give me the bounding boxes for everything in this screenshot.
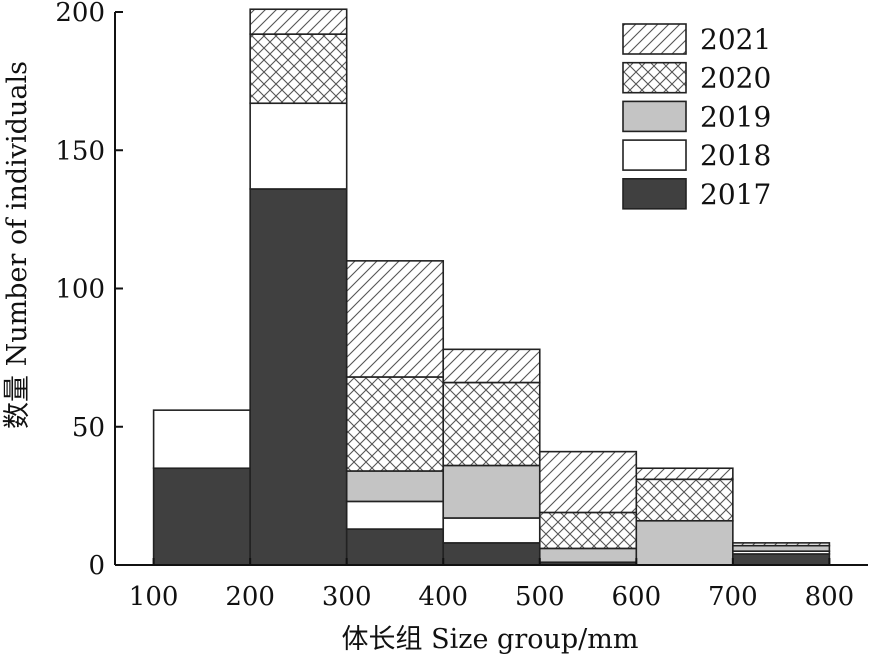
- legend-swatch-2020: [622, 61, 687, 94]
- y-tick-label: 100: [55, 275, 105, 305]
- x-axis-title: 体长组 Size group/mm: [342, 624, 639, 655]
- legend-label-2017: 2017: [700, 178, 771, 211]
- bar-segment-2017-400-500: [442, 542, 541, 566]
- legend-swatch-2017: [622, 178, 687, 210]
- legend: 2021 2020 2019 2018 2017: [622, 23, 771, 211]
- bar-segment-2020-200-300: [249, 33, 348, 105]
- y-axis-title: 数量 Number of individuals: [2, 61, 33, 429]
- bar-segment-2019-300-400: [345, 470, 445, 503]
- bars-layer: [152, 8, 831, 566]
- x-tick-label: 300: [322, 582, 372, 612]
- bar-segment-2021-300-400: [345, 260, 445, 378]
- bar-segment-2017-700-800: [732, 553, 831, 566]
- bar-segment-2020-300-400: [345, 376, 445, 472]
- axes-layer: 0 50 100 150 200 100 200 300 400 500 600 700 800: [55, 0, 868, 612]
- y-tick-label: 0: [88, 551, 105, 581]
- bar-segment-2019-700-800: [732, 544, 831, 552]
- bar-segment-2018-100-200: [152, 409, 251, 470]
- y-tick-label: 200: [55, 0, 105, 28]
- bar-segment-2019-600-700: [635, 519, 734, 566]
- bar-segment-2021-500-600: [538, 450, 638, 514]
- bar-segment-2020-500-600: [538, 511, 638, 550]
- legend-label-2018: 2018: [700, 139, 771, 172]
- legend-label-2020: 2020: [700, 62, 771, 95]
- bar-segment-2018-200-300: [249, 102, 348, 190]
- legend-label-2019: 2019: [700, 100, 771, 133]
- bar-segment-2021-700-800: [732, 542, 831, 547]
- legend-label-2021: 2021: [700, 23, 771, 56]
- bar-segment-2017-100-200: [152, 467, 251, 566]
- bar-segment-2021-400-500: [442, 348, 541, 384]
- x-tick-label: 800: [805, 582, 855, 612]
- legend-swatch-2018: [622, 139, 687, 171]
- x-tick-label: 600: [611, 582, 661, 612]
- x-tick-label: 100: [129, 582, 179, 612]
- legend-swatch-2021: [622, 23, 687, 55]
- bar-segment-2017-300-400: [345, 528, 445, 566]
- bar-segment-2021-200-300: [249, 8, 348, 35]
- bar-segment-2019-500-600: [538, 547, 638, 564]
- x-tick-label: 500: [515, 582, 565, 612]
- bar-segment-2021-600-700: [635, 467, 734, 481]
- y-tick-label: 50: [72, 413, 105, 443]
- bar-segment-2020-600-700: [635, 478, 734, 522]
- x-tick-label: 200: [225, 582, 275, 612]
- legend-swatch-2019: [622, 100, 687, 133]
- bar-segment-2020-400-500: [442, 381, 541, 467]
- x-tick-label: 400: [418, 582, 468, 612]
- x-tick-label: 700: [708, 582, 758, 612]
- bar-segment-2017-200-300: [249, 188, 348, 566]
- bar-segment-2019-400-500: [442, 464, 541, 519]
- bar-segment-2018-400-500: [442, 517, 541, 544]
- y-tick-label: 150: [55, 136, 105, 166]
- bar-segment-2018-300-400: [345, 500, 445, 530]
